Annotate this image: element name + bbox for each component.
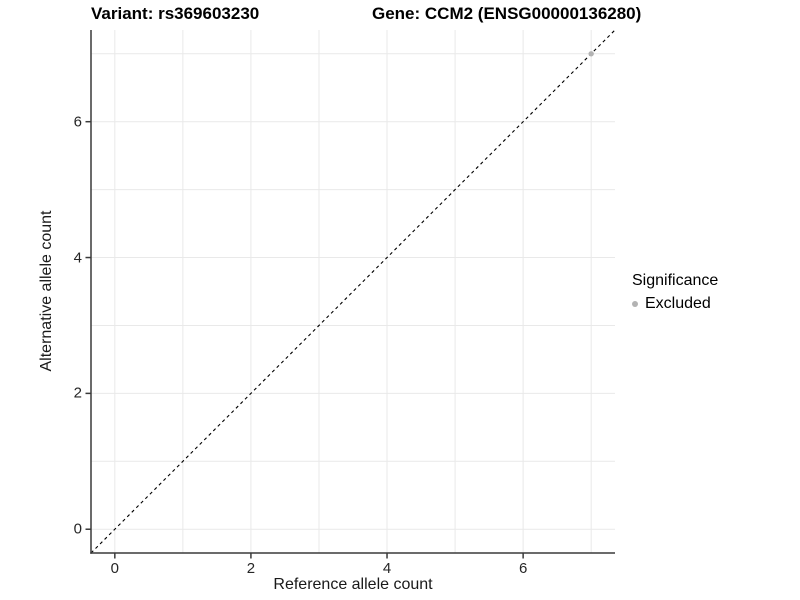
x-tick-label: 2 xyxy=(246,560,256,577)
y-tick-label: 2 xyxy=(73,384,82,402)
y-axis-title: Alternative allele count xyxy=(38,210,55,372)
legend-title: Significance xyxy=(632,272,719,289)
x-axis-title: Reference allele count xyxy=(273,576,433,593)
legend-item-excluded: Excluded xyxy=(632,295,800,313)
legend-key-dot xyxy=(632,300,638,307)
y-tick-label: 6 xyxy=(73,113,82,131)
title-variant: Variant: rs369603230 xyxy=(91,4,260,23)
legend-item-label: Excluded xyxy=(645,295,711,313)
x-tick-label: 6 xyxy=(518,560,528,577)
x-tick-label: 0 xyxy=(110,560,119,577)
identity-reference-line xyxy=(90,29,616,554)
data-point xyxy=(588,51,594,57)
y-tick-label: 0 xyxy=(73,520,82,538)
title-gene: Gene: CCM2 (ENSG00000136280) xyxy=(372,4,642,23)
y-tick-label: 4 xyxy=(73,249,82,267)
legend: Significance Excluded xyxy=(632,271,800,313)
x-tick-label: 4 xyxy=(382,560,392,577)
